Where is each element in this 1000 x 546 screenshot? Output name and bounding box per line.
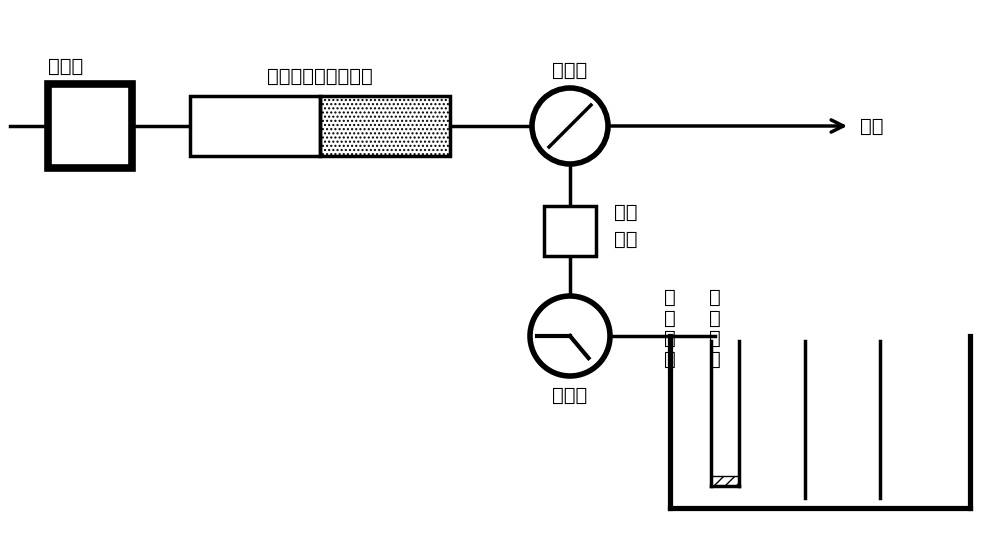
Text: 转换阀: 转换阀 — [552, 61, 588, 80]
Text: 氮吹
装置: 氮吹 装置 — [614, 203, 638, 249]
Text: 工
作
电
极: 工 作 电 极 — [664, 288, 676, 369]
Text: 参
比
电
极: 参 比 电 极 — [709, 288, 721, 369]
Text: 蚀动泵: 蚀动泵 — [48, 57, 83, 76]
Text: 分子印迹固相萌取柱: 分子印迹固相萌取柱 — [267, 67, 373, 86]
Bar — [320, 96, 450, 156]
Bar — [320, 96, 450, 156]
Text: 转换阀: 转换阀 — [552, 386, 588, 405]
Circle shape — [530, 296, 610, 376]
Bar — [190, 96, 320, 156]
Bar — [711, 476, 739, 486]
Bar — [48, 84, 132, 168]
Circle shape — [532, 88, 608, 164]
Text: 废液: 废液 — [860, 116, 884, 135]
Bar — [544, 206, 596, 256]
